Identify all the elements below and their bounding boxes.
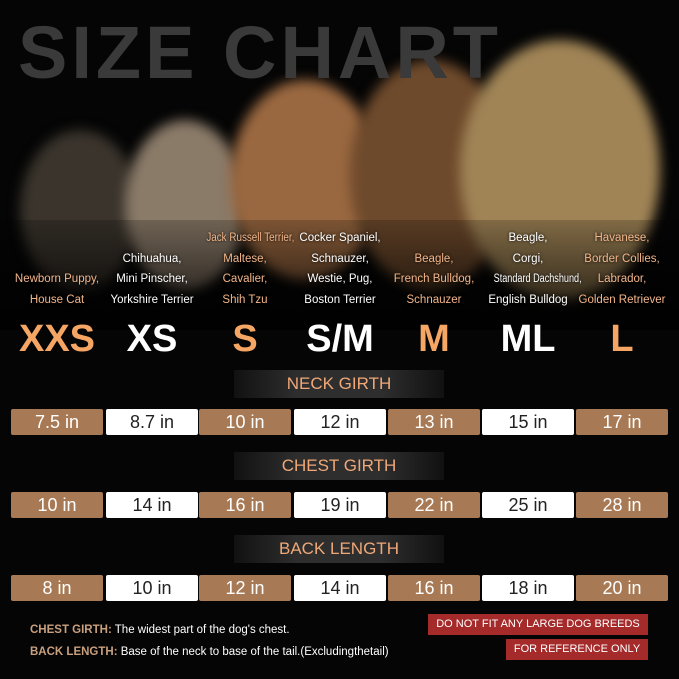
breed-name: Havanese, xyxy=(594,232,650,244)
chest-value: 28 in xyxy=(576,492,668,518)
back-length-text: Base of the neck to base of the tail.(Ex… xyxy=(120,646,389,658)
back-value: 18 in xyxy=(482,575,574,601)
chest-girth-text: The widest part of the dog's chest. xyxy=(114,624,290,636)
back-value: 10 in xyxy=(106,575,198,601)
size-label: M xyxy=(418,318,450,360)
size-label: ML xyxy=(500,318,556,360)
breed-name: Schnauzer, xyxy=(311,252,369,265)
neck-value: 15 in xyxy=(482,409,574,435)
neck-value: 12 in xyxy=(294,409,386,435)
breed-name: House Cat xyxy=(29,293,85,306)
back-length-note: BACK LENGTH: Base of the neck to base of… xyxy=(30,646,389,658)
breed-name: Beagle, xyxy=(414,252,454,265)
breed-name: English Bulldog xyxy=(488,293,568,306)
back-value: 20 in xyxy=(576,575,668,601)
breed-name: Maltese, xyxy=(223,252,267,265)
back-value: 16 in xyxy=(388,575,480,601)
chest-girth-header: CHEST GIRTH xyxy=(234,452,444,480)
breed-name: Border Collies, xyxy=(584,252,660,265)
breed-name: Cavalier, xyxy=(222,273,268,285)
breed-list: Chihuahua, Mini Pinscher, Yorkshire Terrie… xyxy=(106,249,198,311)
size-label: XS xyxy=(126,318,178,360)
back-length-label: BACK LENGTH: xyxy=(30,646,118,658)
breed-name: Standard Dachshund, xyxy=(493,273,582,285)
back-value: 8 in xyxy=(11,575,103,601)
chest-value: 16 in xyxy=(199,492,291,518)
breed-name: Chihuahua, xyxy=(122,252,182,265)
breed-name: Shih Tzu xyxy=(222,293,268,306)
back-value: 14 in xyxy=(294,575,386,601)
breed-name: Newborn Puppy, xyxy=(14,273,100,285)
breed-name: French Bulldog, xyxy=(393,273,475,285)
breed-name: Mini Pinscher, xyxy=(116,273,188,285)
breed-list: Jack Russell Terrier, Maltese, Cavalier, Sh… xyxy=(199,228,295,310)
page-title: SIZE CHART xyxy=(18,11,502,94)
neck-value: 7.5 in xyxy=(11,409,103,435)
breed-name: Schnauzer xyxy=(406,293,462,306)
breed-list: Cocker Spaniel, Schnauzer, Westie, Pug, Bos… xyxy=(294,228,386,310)
size-label: S xyxy=(232,318,258,360)
breed-name: Cocker Spaniel, xyxy=(299,232,381,244)
neck-value: 8.7 in xyxy=(106,409,198,435)
breed-list: Havanese, Border Collies, Labrador, Golden … xyxy=(576,228,668,310)
large-breed-warning: DO NOT FIT ANY LARGE DOG BREEDS xyxy=(428,614,648,635)
breed-name: Labrador, xyxy=(597,273,647,285)
neck-value: 17 in xyxy=(576,409,668,435)
size-label: XXS xyxy=(18,318,96,360)
breed-name: Westie, Pug, xyxy=(307,273,373,285)
neck-value: 10 in xyxy=(199,409,291,435)
neck-value: 13 in xyxy=(388,409,480,435)
breed-name: Corgi, xyxy=(512,252,544,265)
back-value: 12 in xyxy=(199,575,291,601)
neck-girth-header: NECK GIRTH xyxy=(234,370,444,398)
chest-value: 19 in xyxy=(294,492,386,518)
chest-value: 25 in xyxy=(482,492,574,518)
breed-name: Boston Terrier xyxy=(304,293,376,306)
size-label: L xyxy=(610,318,634,360)
size-label: S/M xyxy=(306,318,374,360)
breed-list: Beagle, French Bulldog, Schnauzer xyxy=(388,249,480,311)
breed-list: Newborn Puppy, House Cat xyxy=(11,269,103,310)
chest-value: 10 in xyxy=(11,492,103,518)
breed-list: Beagle, Corgi, Standard Dachshund, English … xyxy=(482,228,581,310)
breed-name: Jack Russell Terrier, xyxy=(206,232,295,244)
breed-name: Yorkshire Terrier xyxy=(110,293,194,306)
breed-name: Beagle, xyxy=(508,232,548,244)
chest-value: 14 in xyxy=(106,492,198,518)
chest-girth-note: CHEST GIRTH: The widest part of the dog'… xyxy=(30,624,290,636)
shade xyxy=(0,220,679,330)
reference-only-warning: FOR REFERENCE ONLY xyxy=(506,639,648,660)
chest-girth-label: CHEST GIRTH: xyxy=(30,624,112,636)
chest-value: 22 in xyxy=(388,492,480,518)
back-length-header: BACK LENGTH xyxy=(234,535,444,563)
breed-name: Golden Retriever xyxy=(578,293,666,306)
